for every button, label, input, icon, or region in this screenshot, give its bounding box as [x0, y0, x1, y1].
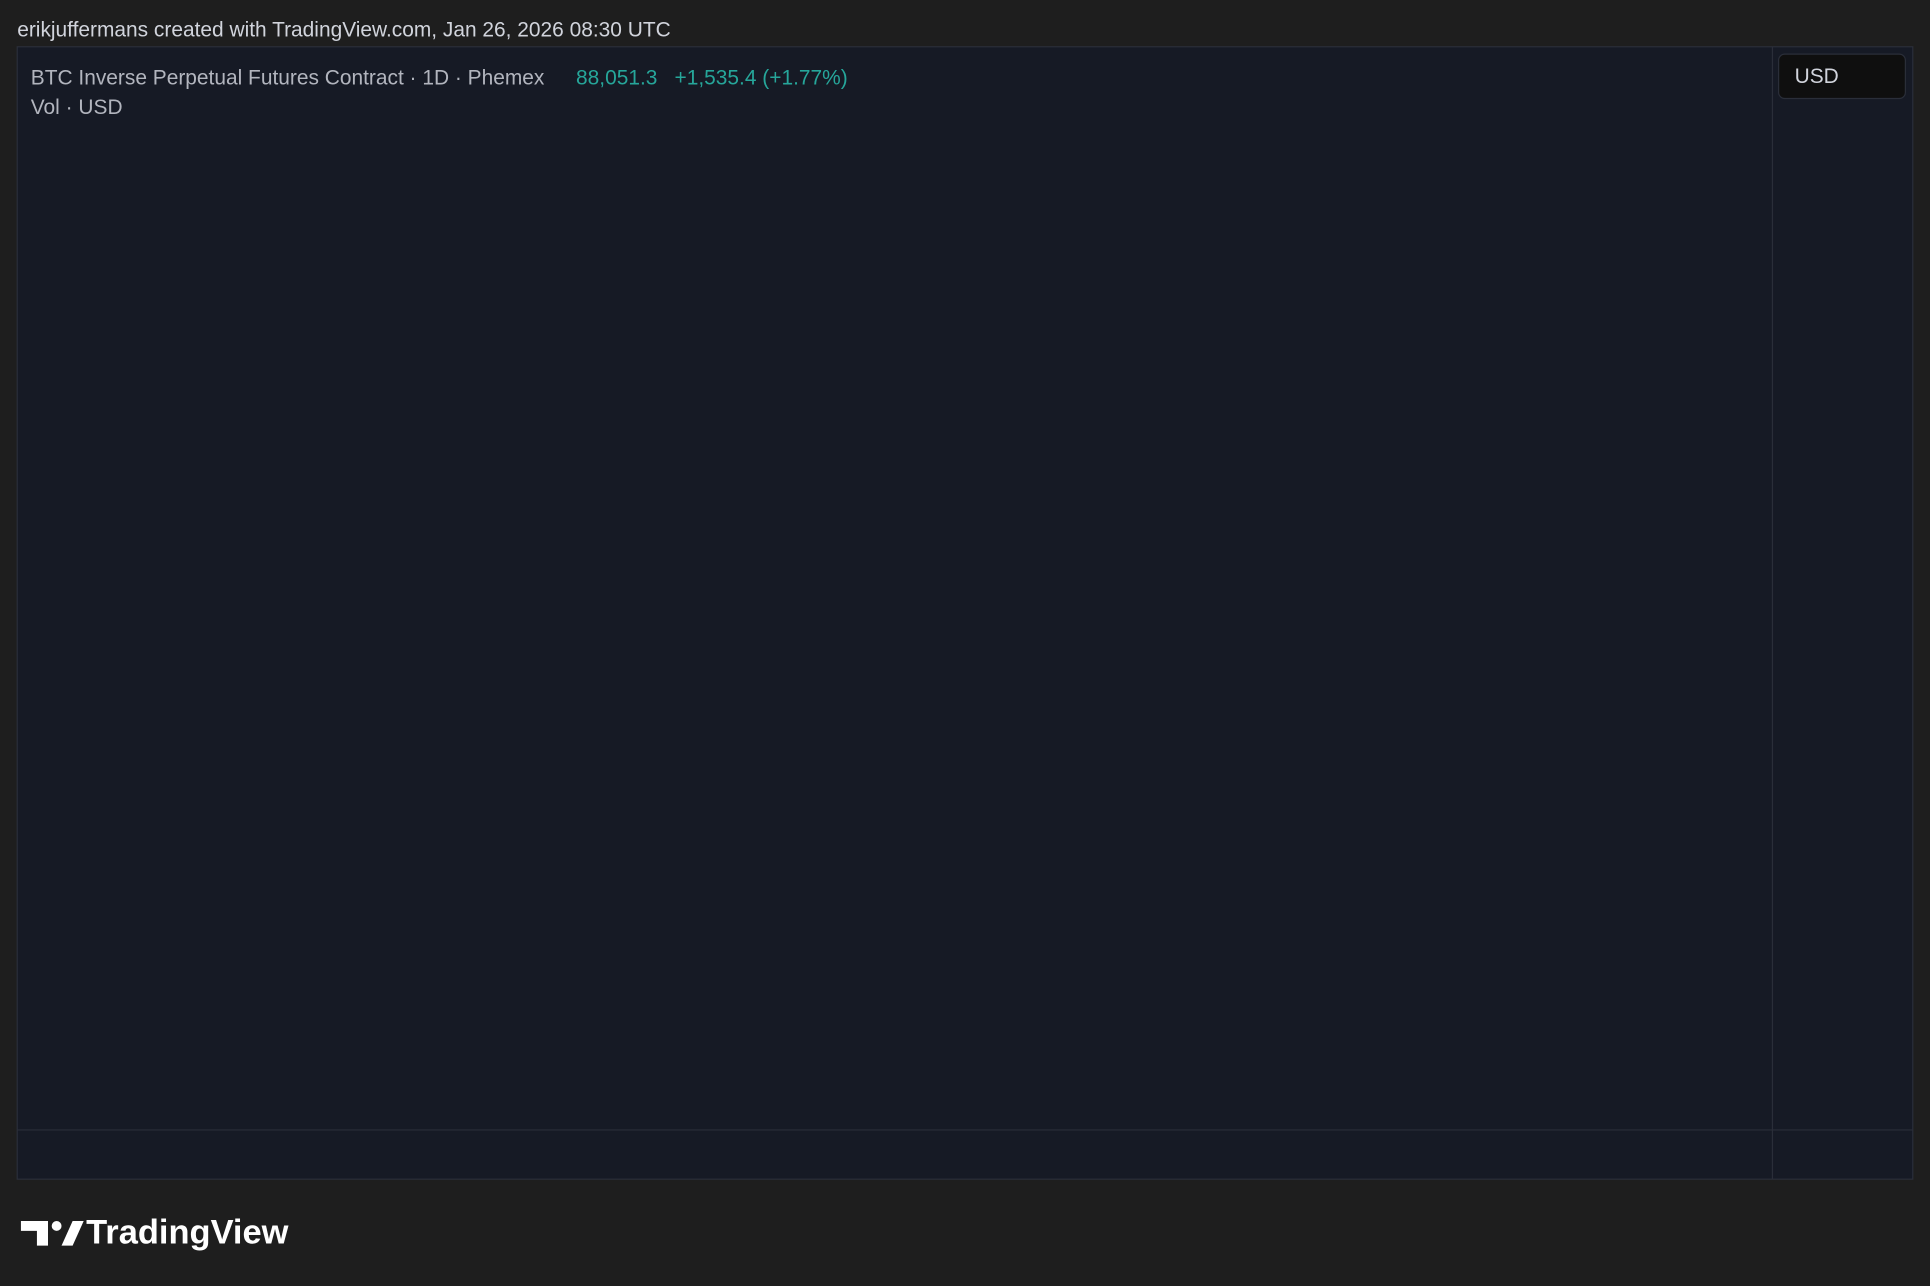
attribution: erikjuffermans created with TradingView.…	[17, 18, 670, 41]
chart-title: BTC Inverse Perpetual Futures Contract ·…	[31, 66, 545, 89]
volume-title: Vol · USD	[31, 96, 123, 119]
logo: TradingView	[20, 1214, 289, 1252]
currency-button[interactable]	[1777, 53, 1906, 100]
logo-dot	[51, 1221, 62, 1231]
currency-label[interactable]: USD	[1795, 65, 1839, 88]
chart-panel	[16, 46, 1914, 1180]
logo-mark	[20, 1221, 49, 1246]
change: +1,535.4 (+1.77%)	[675, 66, 848, 89]
logo-mark	[61, 1221, 84, 1246]
last-price: 88,051.3	[576, 66, 657, 89]
brand: TradingView	[86, 1214, 289, 1252]
